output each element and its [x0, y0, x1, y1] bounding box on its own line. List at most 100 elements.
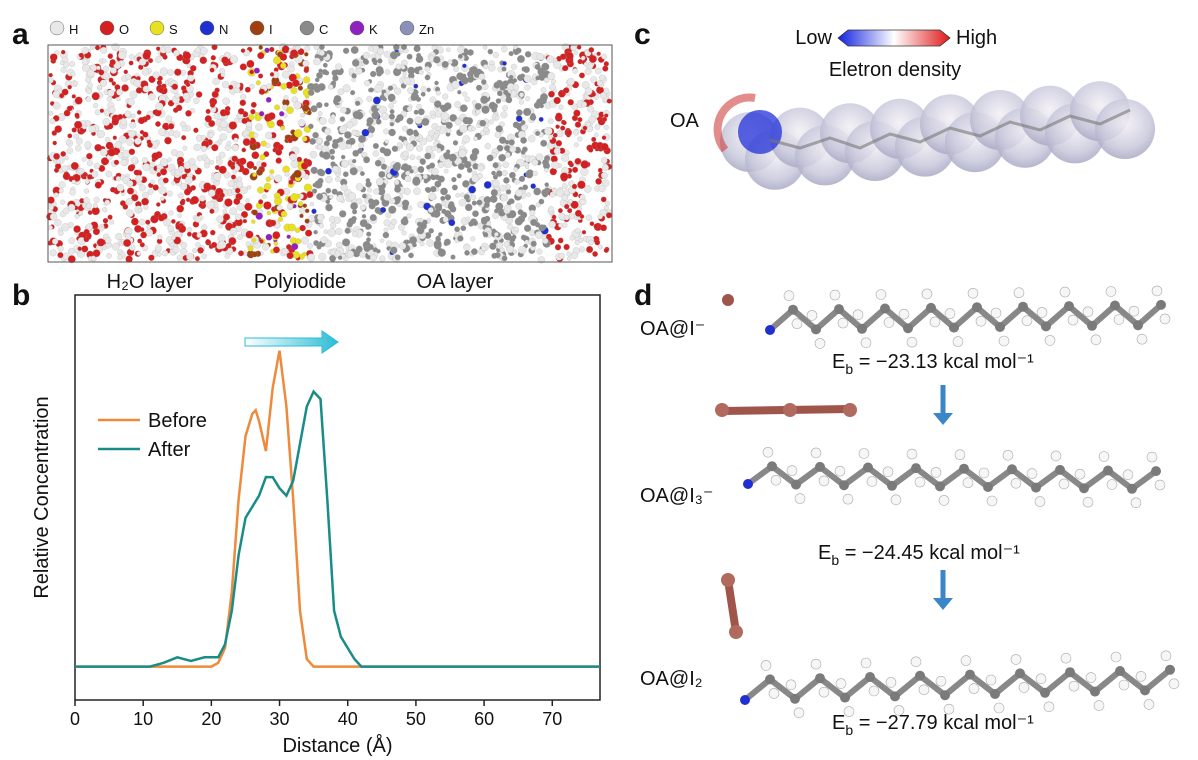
atom — [77, 246, 82, 251]
h-atom — [1106, 479, 1118, 490]
atom — [472, 210, 479, 218]
atom — [283, 95, 289, 101]
atom-swatch — [299, 20, 315, 36]
atom — [313, 44, 319, 50]
atom — [282, 70, 290, 79]
atom — [522, 184, 529, 191]
atom — [498, 154, 507, 162]
atom — [366, 117, 374, 125]
atom — [577, 58, 583, 65]
h-atom — [1082, 496, 1094, 508]
atom — [319, 44, 325, 50]
atom — [293, 101, 302, 110]
plot-frame — [74, 294, 601, 701]
atom — [384, 69, 391, 75]
atom — [48, 225, 53, 231]
esp-surface — [1095, 99, 1155, 159]
atom — [177, 160, 183, 166]
atom — [383, 227, 389, 233]
atom — [249, 83, 255, 90]
h-atom — [1122, 469, 1134, 481]
atom — [186, 252, 194, 261]
atom — [574, 240, 580, 246]
atom — [222, 97, 230, 105]
h-atom — [1136, 333, 1148, 345]
atom — [269, 72, 275, 77]
atom — [88, 125, 96, 133]
atom — [117, 114, 124, 120]
atom — [316, 101, 323, 109]
atom — [343, 47, 350, 54]
atom — [96, 130, 105, 139]
atom — [75, 137, 83, 145]
atom — [249, 69, 255, 75]
atom — [402, 71, 407, 77]
h-atom — [1043, 701, 1055, 713]
atom — [508, 139, 515, 146]
atom — [325, 203, 333, 212]
atom — [501, 255, 508, 262]
atom — [148, 75, 156, 84]
atom — [176, 204, 185, 213]
atom — [301, 236, 309, 245]
atom — [342, 84, 351, 93]
energy-value: = −27.79 kcal mol⁻¹ — [853, 712, 1034, 734]
atom — [383, 92, 389, 97]
atom — [400, 64, 406, 70]
atom — [465, 203, 473, 212]
atom — [484, 143, 491, 150]
c-atom — [1007, 464, 1017, 475]
atom — [325, 134, 333, 142]
atom — [159, 67, 168, 76]
atom — [580, 167, 589, 176]
atom — [547, 72, 556, 80]
atom — [476, 199, 483, 206]
atom — [208, 132, 214, 138]
atom — [139, 227, 145, 232]
atom — [168, 123, 175, 130]
atom — [256, 168, 264, 176]
atom — [406, 106, 412, 112]
atom — [554, 244, 562, 251]
h-atom — [1034, 496, 1046, 507]
atom — [345, 139, 351, 145]
atom — [168, 210, 174, 216]
atom — [290, 49, 298, 58]
atom — [515, 203, 523, 210]
atom — [200, 145, 207, 152]
atom — [553, 60, 561, 69]
c-atom — [1055, 464, 1065, 475]
atom — [367, 194, 372, 199]
atom — [339, 141, 348, 150]
atom — [213, 112, 221, 120]
atom — [406, 117, 414, 125]
atom — [297, 119, 306, 127]
atom — [286, 203, 293, 210]
h-atom — [1050, 450, 1062, 462]
atom — [130, 156, 138, 164]
atom — [218, 240, 227, 249]
atom — [126, 187, 134, 195]
atom — [434, 100, 442, 108]
c-atom — [926, 302, 936, 313]
atom — [111, 43, 120, 51]
atom — [588, 115, 597, 124]
atom — [289, 61, 295, 67]
atom — [218, 151, 226, 159]
atom — [355, 245, 363, 253]
shift-arrow — [244, 330, 339, 354]
atom — [250, 109, 256, 115]
atom — [135, 87, 143, 94]
atom — [517, 55, 525, 63]
atom — [64, 156, 69, 161]
atom — [509, 171, 516, 179]
atom — [239, 63, 247, 71]
atom — [137, 238, 143, 244]
atom — [518, 245, 527, 254]
atom — [211, 144, 219, 152]
atom — [492, 179, 500, 188]
atom — [61, 223, 70, 232]
atom — [94, 109, 101, 116]
atom — [492, 162, 499, 169]
atom — [81, 157, 87, 162]
